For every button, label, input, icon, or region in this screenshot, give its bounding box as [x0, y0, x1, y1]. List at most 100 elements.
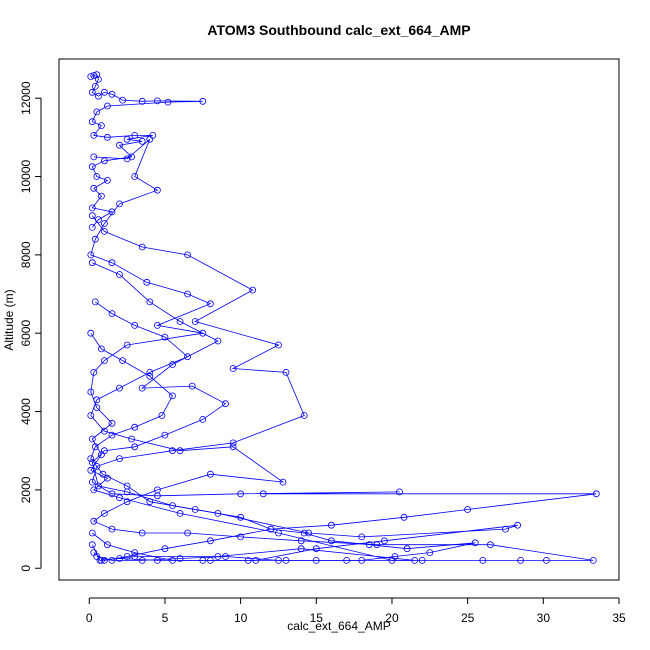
- data-point: [380, 537, 388, 545]
- data-point: [128, 435, 136, 443]
- data-point: [214, 510, 222, 517]
- data-point: [543, 557, 550, 564]
- data-point: [116, 494, 123, 502]
- data-point: [87, 466, 95, 474]
- data-point: [138, 137, 146, 145]
- data-point: [88, 204, 96, 212]
- series-line: [90, 332, 476, 561]
- data-point: [279, 478, 287, 486]
- data-point: [101, 447, 108, 455]
- data-point: [101, 88, 108, 96]
- data-point: [514, 521, 521, 529]
- data-point: [88, 478, 96, 486]
- data-point: [101, 427, 108, 435]
- data-point: [502, 525, 509, 533]
- data-point: [237, 533, 245, 541]
- data-point: [188, 382, 196, 390]
- data-point: [418, 557, 426, 564]
- data-point: [169, 392, 176, 400]
- series-line: [90, 301, 594, 561]
- data-point: [93, 108, 101, 116]
- data-point: [184, 353, 192, 361]
- data-point: [108, 310, 116, 318]
- data-point: [116, 271, 123, 278]
- data-point: [88, 163, 96, 171]
- data-point: [87, 388, 95, 396]
- data-point: [138, 243, 146, 251]
- data-point: [88, 212, 96, 220]
- data-point: [87, 412, 95, 419]
- data-point: [358, 533, 366, 541]
- data-point: [93, 71, 101, 79]
- data-point: [158, 412, 166, 419]
- data-point: [297, 537, 305, 545]
- y-tick-label: 10000: [19, 160, 33, 194]
- data-point: [123, 482, 131, 490]
- data-point: [169, 502, 176, 510]
- data-point: [88, 435, 96, 443]
- chart-title: ATOM3 Southbound calc_ext_664_AMP: [207, 22, 470, 38]
- data-point: [300, 529, 308, 537]
- data-point: [146, 498, 154, 506]
- data-point: [88, 529, 96, 537]
- data-point: [153, 186, 161, 194]
- data-point: [176, 510, 184, 517]
- series-line: [90, 138, 415, 561]
- data-point: [104, 176, 111, 184]
- data-point: [153, 97, 161, 105]
- data-point: [300, 412, 308, 419]
- data-point: [146, 135, 154, 143]
- x-tick-label: 0: [86, 611, 93, 625]
- data-point: [87, 455, 95, 463]
- data-point: [87, 73, 95, 80]
- data-point: [108, 90, 116, 98]
- data-point: [101, 227, 108, 235]
- data-point: [116, 455, 123, 463]
- data-point: [199, 557, 207, 564]
- data-point: [400, 513, 408, 521]
- data-point: [592, 490, 600, 498]
- data-point: [327, 537, 335, 545]
- data-point: [93, 396, 101, 404]
- data-point: [229, 443, 237, 451]
- data-point: [116, 555, 123, 562]
- x-tick-label: 15: [310, 611, 324, 625]
- data-point: [471, 539, 479, 547]
- data-point: [131, 423, 139, 431]
- data-point: [131, 131, 139, 139]
- data-point: [90, 131, 98, 139]
- data-point: [176, 555, 184, 562]
- data-point: [91, 443, 99, 451]
- x-tick-label: 10: [234, 611, 248, 625]
- data-point: [184, 529, 192, 537]
- x-tick-label: 30: [537, 611, 551, 625]
- data-point: [108, 525, 116, 533]
- data-point: [267, 525, 275, 533]
- data-point: [88, 223, 96, 231]
- data-point: [199, 415, 207, 423]
- data-point: [91, 83, 99, 90]
- data-point: [161, 431, 169, 439]
- data-point: [282, 368, 290, 376]
- data-point: [486, 541, 494, 549]
- data-point: [131, 549, 139, 556]
- data-point: [98, 192, 105, 200]
- data-point: [146, 372, 154, 380]
- data-point: [108, 431, 116, 439]
- data-point: [249, 286, 257, 294]
- x-tick-label: 5: [162, 611, 169, 625]
- series-line: [90, 74, 203, 228]
- series-line: [91, 262, 518, 561]
- data-point: [128, 153, 136, 161]
- data-point: [312, 545, 320, 553]
- data-point: [589, 557, 597, 564]
- data-point: [176, 318, 184, 325]
- data-point: [123, 498, 131, 506]
- data-point: [95, 482, 102, 490]
- data-point: [199, 97, 207, 105]
- data-point: [206, 300, 214, 308]
- data-point: [123, 135, 131, 143]
- data-point: [91, 298, 99, 306]
- data-point: [176, 447, 184, 455]
